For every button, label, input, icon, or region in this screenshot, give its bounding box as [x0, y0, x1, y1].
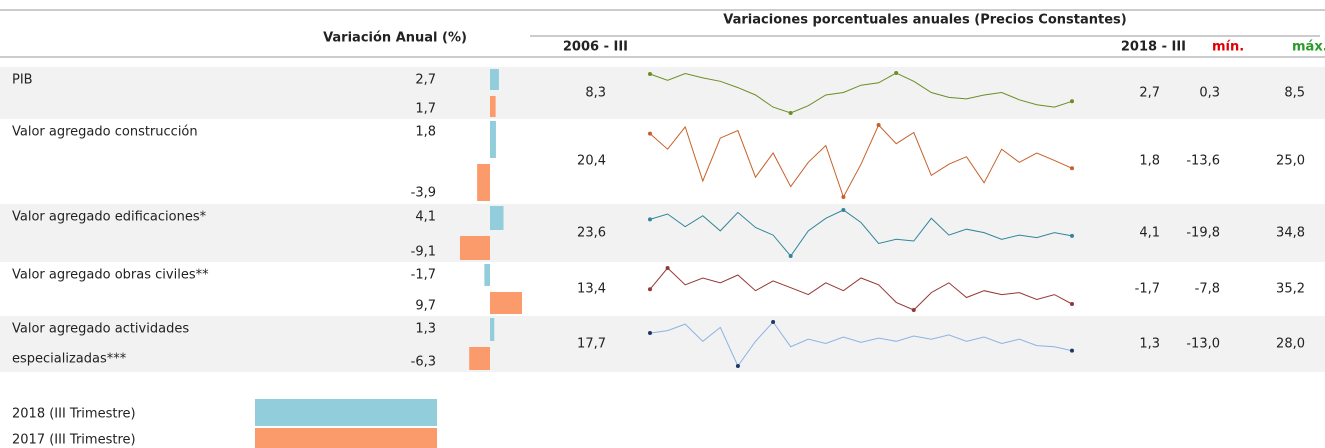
start-value: 23,6 [577, 226, 606, 241]
row-name: Valor agregado edificaciones* [12, 210, 207, 225]
current-value: -1,7 [411, 268, 436, 283]
row-name: Valor agregado construcción [12, 125, 198, 140]
end-label: 2018 - III [1121, 40, 1186, 55]
legend-swatch [255, 399, 437, 426]
sparkline [649, 124, 1073, 199]
current-bar [490, 121, 496, 158]
start-value: 13,4 [577, 282, 606, 297]
current-value: 1,8 [415, 125, 436, 140]
min-value: -13,6 [1186, 154, 1220, 169]
min-label: mín. [1212, 40, 1244, 55]
row-name: especializadas*** [12, 352, 127, 367]
max-value: 35,2 [1276, 282, 1305, 297]
row-name: Valor agregado actividades [12, 322, 189, 337]
current-value: 4,1 [415, 210, 436, 225]
row-bg [0, 204, 1325, 262]
start-value: 17,7 [577, 337, 606, 352]
current-value: 2,7 [415, 73, 436, 88]
end-value: 2,7 [1139, 86, 1160, 101]
max-label: máx. [1292, 40, 1325, 55]
end-value: -1,7 [1135, 282, 1160, 297]
row-name: Valor agregado obras civiles** [12, 268, 209, 283]
legend-label: 2017 (III Trimestre) [12, 433, 136, 448]
sparkline-point [788, 254, 793, 258]
previous-value: -6,3 [411, 355, 436, 370]
row-bg [0, 316, 1325, 372]
sparkline-point [648, 131, 652, 136]
legend-label: 2018 (III Trimestre) [12, 407, 136, 422]
end-value: 4,1 [1139, 226, 1160, 241]
start-label: 2006 - III [563, 40, 628, 55]
previous-bar [459, 236, 490, 260]
min-value: -13,0 [1186, 337, 1220, 352]
sparkline-point [1070, 99, 1074, 104]
sparkline-point [1070, 302, 1074, 307]
sparkline [649, 321, 1073, 367]
previous-value: -9,1 [411, 245, 436, 260]
max-value: 8,5 [1284, 86, 1305, 101]
end-value: 1,8 [1139, 154, 1160, 169]
legend-swatch [255, 428, 437, 448]
row-bg [0, 67, 1325, 119]
previous-value: -3,9 [411, 186, 436, 201]
previous-bar [490, 96, 496, 117]
current-value: 1,3 [415, 322, 436, 337]
current-bar [490, 69, 499, 90]
sparkline-point [665, 266, 670, 270]
sparkline-point [841, 208, 846, 212]
sparkline-point [1070, 166, 1074, 171]
sparkline-point [648, 287, 652, 292]
sparkline-point [1070, 233, 1074, 238]
sparkline-point [648, 331, 652, 336]
row-name: PIB [12, 73, 33, 88]
previous-bar [490, 292, 523, 314]
previous-value: 9,7 [415, 299, 436, 314]
current-bar [490, 318, 495, 341]
current-bar [484, 264, 490, 286]
right-title: Variaciones porcentuales anuales (Precio… [723, 13, 1126, 28]
max-value: 25,0 [1276, 154, 1305, 169]
sparkline-point [648, 71, 652, 76]
sparkline-point [648, 217, 652, 222]
sparkline-point [788, 111, 793, 115]
max-value: 34,8 [1276, 226, 1305, 241]
sparkline-point [735, 364, 740, 368]
sparkline-point [911, 308, 916, 312]
left-title: Variación Anual (%) [323, 31, 467, 46]
start-value: 8,3 [585, 86, 606, 101]
sparkline [649, 72, 1073, 114]
min-value: 0,3 [1199, 86, 1220, 101]
current-bar [490, 206, 504, 230]
previous-value: 1,7 [415, 102, 436, 117]
sparkline [649, 209, 1073, 257]
min-value: -7,8 [1195, 282, 1220, 297]
previous-bar [477, 164, 490, 201]
sparkline-point [771, 320, 776, 324]
max-value: 28,0 [1276, 337, 1305, 352]
start-value: 20,4 [577, 154, 606, 169]
sparkline [649, 267, 1073, 311]
sparkline-point [894, 71, 899, 75]
sparkline-point [1070, 348, 1074, 353]
min-value: -19,8 [1186, 226, 1220, 241]
sparkline-point [841, 195, 846, 199]
sparkline-point [876, 123, 881, 127]
previous-bar [469, 347, 490, 370]
end-value: 1,3 [1139, 337, 1160, 352]
